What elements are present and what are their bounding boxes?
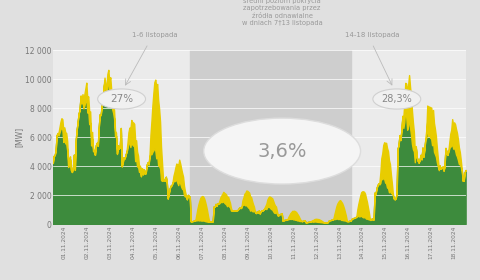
Bar <box>191 50 351 224</box>
Text: 1-6 listopada: 1-6 listopada <box>132 32 178 38</box>
Circle shape <box>373 89 421 109</box>
Text: 28,3%: 28,3% <box>382 94 412 104</box>
Circle shape <box>204 118 360 184</box>
Circle shape <box>97 89 145 109</box>
Y-axis label: [MW]: [MW] <box>14 127 24 147</box>
Text: 14-18 listopada: 14-18 listopada <box>345 32 399 38</box>
Text: 27%: 27% <box>110 94 133 104</box>
Text: 3,6%: 3,6% <box>257 142 307 161</box>
Text: średni poziom pokrycia
zapotrzebowania przez
źródła odnawialne
w dniach 7†13 lis: średni poziom pokrycia zapotrzebowania p… <box>242 0 323 26</box>
